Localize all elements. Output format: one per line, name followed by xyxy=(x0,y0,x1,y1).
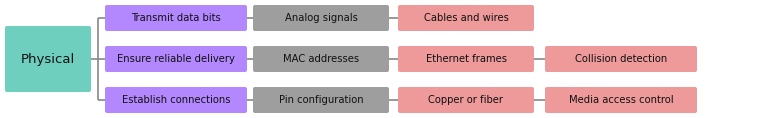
Text: Media access control: Media access control xyxy=(568,95,674,105)
FancyBboxPatch shape xyxy=(398,5,534,31)
FancyBboxPatch shape xyxy=(398,87,534,113)
FancyBboxPatch shape xyxy=(5,26,91,92)
FancyBboxPatch shape xyxy=(545,46,697,72)
FancyBboxPatch shape xyxy=(253,5,389,31)
Text: Cables and wires: Cables and wires xyxy=(424,13,508,23)
Text: Pin configuration: Pin configuration xyxy=(279,95,363,105)
Text: Copper or fiber: Copper or fiber xyxy=(429,95,504,105)
Text: Establish connections: Establish connections xyxy=(122,95,230,105)
FancyBboxPatch shape xyxy=(253,46,389,72)
FancyBboxPatch shape xyxy=(253,87,389,113)
FancyBboxPatch shape xyxy=(545,87,697,113)
FancyBboxPatch shape xyxy=(105,46,247,72)
Text: Analog signals: Analog signals xyxy=(285,13,357,23)
FancyBboxPatch shape xyxy=(105,5,247,31)
Text: Ensure reliable delivery: Ensure reliable delivery xyxy=(117,54,235,64)
Text: MAC addresses: MAC addresses xyxy=(283,54,359,64)
Text: Collision detection: Collision detection xyxy=(575,54,667,64)
Text: Physical: Physical xyxy=(21,53,75,65)
Text: Ethernet frames: Ethernet frames xyxy=(425,54,507,64)
FancyBboxPatch shape xyxy=(105,87,247,113)
FancyBboxPatch shape xyxy=(398,46,534,72)
Text: Transmit data bits: Transmit data bits xyxy=(131,13,221,23)
